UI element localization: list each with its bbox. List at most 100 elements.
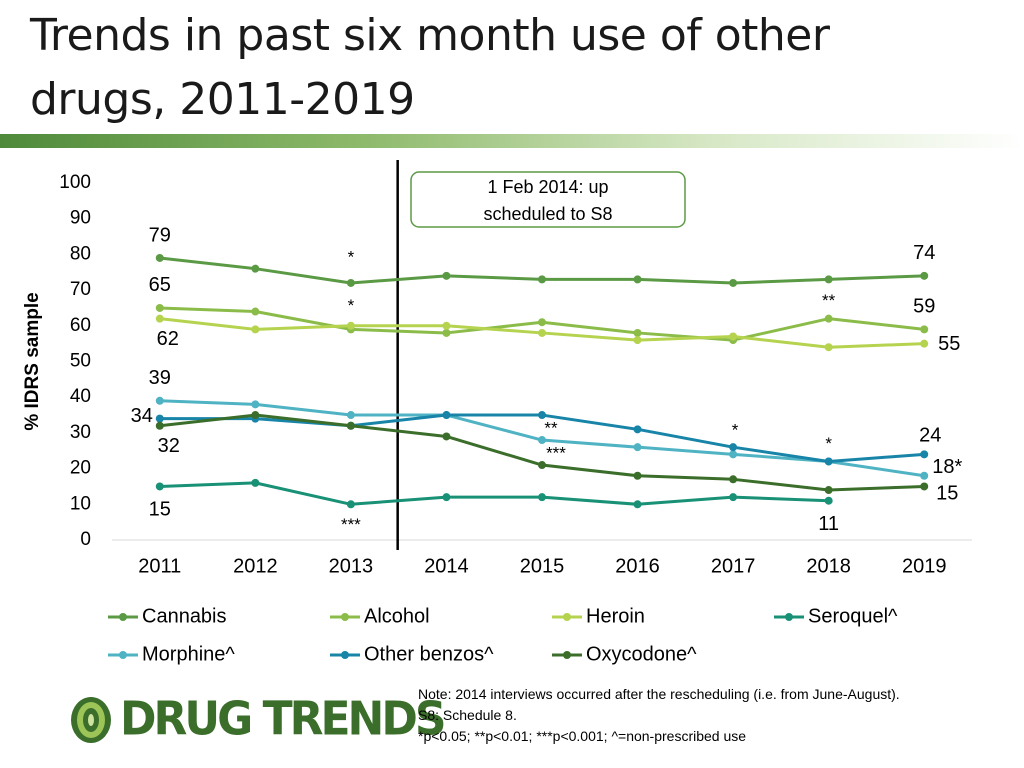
data-point [729, 450, 738, 459]
annotation-box [410, 171, 686, 228]
leaf-logo-icon [71, 697, 111, 743]
data-point [538, 436, 546, 445]
data-point [442, 411, 451, 420]
data-point [729, 332, 738, 341]
data-point [251, 325, 260, 334]
data-point [155, 303, 164, 312]
data-point [346, 411, 355, 420]
data-point [920, 271, 929, 280]
data-point [251, 400, 260, 409]
data-point [538, 411, 546, 420]
legend-label: Cannabis [142, 605, 227, 627]
legend-label: Seroquel^ [808, 605, 898, 627]
footnote-line-3: *p<0.05; **p<0.01; ***p<0.001; ^=non-pre… [418, 728, 747, 744]
data-point [442, 432, 451, 441]
legend-label: Oxycodone^ [586, 643, 697, 665]
data-point [155, 482, 164, 491]
y-tick-label: 90 [70, 208, 91, 229]
significance-mark: *** [341, 515, 361, 534]
page-title: Trends in past six month use of other dr… [30, 10, 830, 125]
y-tick-label: 30 [70, 422, 91, 443]
data-point [346, 321, 355, 330]
data-point [442, 328, 451, 337]
significance-mark: * [348, 296, 355, 315]
data-point [346, 278, 355, 287]
value-label: 55 [938, 333, 960, 355]
value-label: 18* [932, 456, 962, 478]
data-point [538, 328, 546, 337]
value-label: 24 [919, 425, 941, 447]
data-point [729, 443, 738, 452]
legend-marker [785, 613, 793, 621]
significance-mark: * [348, 247, 355, 266]
annotation-text: 1 Feb 2014: up [487, 177, 608, 197]
legend-marker [563, 651, 571, 659]
data-point [155, 253, 164, 262]
legend-label: Other benzos^ [364, 643, 494, 665]
annotation-text: scheduled to S8 [483, 204, 612, 224]
data-point [633, 275, 642, 284]
data-point [538, 318, 546, 327]
data-point [633, 500, 642, 509]
x-tick-label: 2016 [615, 555, 660, 577]
y-tick-label: 0 [80, 529, 91, 550]
x-tick-label: 2017 [711, 555, 756, 577]
legend-label: Alcohol [364, 605, 430, 627]
data-point [824, 275, 833, 284]
data-point [729, 278, 738, 287]
x-tick-label: 2014 [424, 555, 469, 577]
y-tick-label: 10 [70, 493, 91, 514]
line-chart: 0 10 20 30 40 50 60 70 80 90 100 % IDRS sample 2011 2… [22, 160, 972, 665]
data-point [346, 500, 355, 509]
data-point [824, 343, 833, 352]
data-point [824, 314, 833, 323]
legend-marker [563, 613, 571, 621]
data-point [729, 475, 738, 484]
drug-trends-logo: DRUG TRENDS [68, 693, 447, 746]
data-point [729, 493, 738, 502]
value-label: 32 [158, 435, 180, 457]
value-label: 65 [149, 274, 171, 296]
data-point [155, 396, 164, 405]
value-label: 34 [131, 405, 153, 427]
significance-mark: *** [546, 444, 566, 463]
legend-label: Heroin [586, 605, 645, 627]
data-point [538, 275, 546, 284]
data-point [251, 264, 260, 273]
data-point [824, 457, 833, 466]
data-point [633, 328, 642, 337]
data-point [251, 478, 260, 487]
data-point [633, 336, 642, 345]
legend-marker [119, 651, 127, 659]
value-label: 74 [913, 242, 935, 264]
value-label: 59 [913, 296, 935, 318]
data-point [920, 450, 929, 459]
y-tick-label: 100 [59, 172, 91, 193]
value-label: 15 [936, 483, 958, 505]
footnote: Note: 2014 interviews occurred after the… [418, 684, 1018, 747]
data-point [920, 482, 929, 491]
y-tick-label: 50 [70, 351, 91, 372]
value-label: 11 [818, 513, 839, 535]
y-tick-label: 60 [70, 315, 91, 336]
x-tick-label: 2011 [138, 555, 181, 577]
data-point [442, 321, 451, 330]
x-tick-label: 2012 [233, 555, 278, 577]
footnote-line-2: S8: Schedule 8. [418, 707, 517, 723]
title-underline-bar [0, 134, 1024, 148]
legend-marker [341, 651, 349, 659]
legend-label: Morphine^ [142, 643, 235, 665]
y-tick-label: 80 [70, 243, 91, 264]
data-point [251, 411, 260, 420]
y-axis-title: % IDRS sample [22, 292, 43, 430]
data-point [633, 471, 642, 480]
significance-mark: ** [822, 291, 836, 310]
value-label: 39 [149, 367, 171, 389]
data-point [633, 443, 642, 452]
data-point [442, 493, 451, 502]
data-point [442, 271, 451, 280]
data-point [155, 414, 164, 423]
data-point [920, 339, 929, 348]
series-line [159, 481, 829, 506]
x-tick-label: 2013 [329, 555, 374, 577]
